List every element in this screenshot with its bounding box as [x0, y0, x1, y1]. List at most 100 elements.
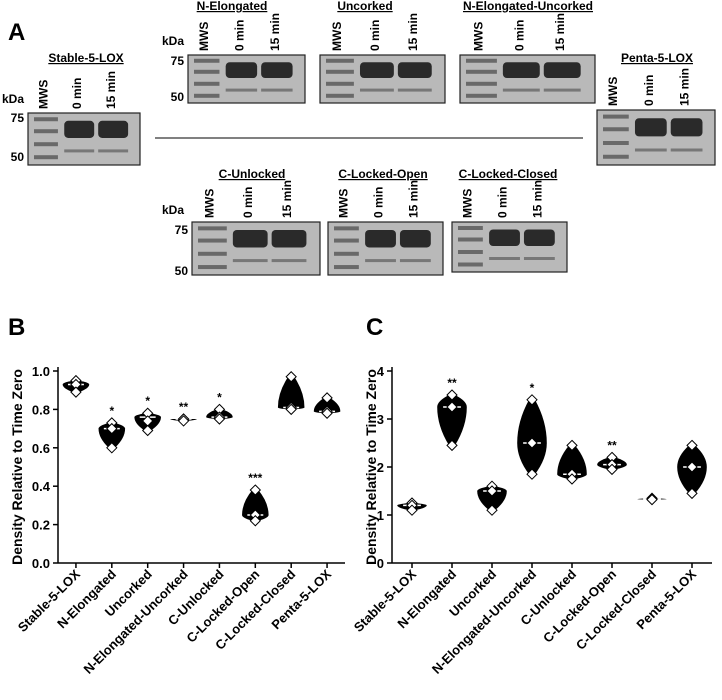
- data-point: [486, 485, 498, 497]
- data-point: [526, 394, 538, 406]
- protein-band: [523, 229, 555, 246]
- data-point: [566, 473, 578, 485]
- faint-band: [523, 257, 555, 260]
- lane-label: MWS: [330, 22, 344, 51]
- panel-label: B: [8, 314, 25, 341]
- y-tick-label: 1: [377, 508, 384, 523]
- ladder-band: [198, 226, 227, 231]
- y-tick-label: 0: [377, 556, 384, 571]
- lane-label: 0 min: [372, 187, 386, 218]
- marker-label: 75: [175, 223, 189, 237]
- ladder-band: [194, 93, 220, 98]
- ladder-band: [326, 69, 354, 74]
- y-tick-label: 0.8: [32, 402, 50, 417]
- y-tick-label: 4: [377, 364, 385, 379]
- ladder-band: [458, 226, 483, 230]
- faint-band: [502, 88, 540, 92]
- lane-label: 15 min: [678, 68, 692, 106]
- faint-band: [670, 148, 703, 152]
- lane-label: MWS: [337, 189, 351, 218]
- marker-label: 50: [11, 150, 25, 164]
- data-point: [606, 463, 618, 476]
- lane-label: 0 min: [642, 75, 656, 106]
- violin: [557, 445, 587, 479]
- ladder-band: [198, 251, 227, 256]
- ladder-band: [198, 238, 227, 243]
- data-point: [446, 389, 458, 401]
- panel-label: A: [8, 19, 25, 46]
- data-point: [213, 413, 226, 425]
- marker-label: 50: [171, 90, 185, 104]
- lane-label: 0 min: [232, 20, 246, 51]
- significance: **: [179, 400, 189, 414]
- data-point: [70, 386, 82, 398]
- lane-label: MWS: [36, 80, 50, 109]
- faint-band: [399, 259, 431, 263]
- ladder-band: [603, 127, 629, 132]
- faint-band: [365, 259, 396, 263]
- data-point: [106, 422, 118, 435]
- data-point: [566, 439, 578, 452]
- protein-band: [365, 229, 396, 248]
- protein-band: [98, 120, 129, 138]
- faint-band: [271, 259, 307, 263]
- gel-title: C-Locked-Closed: [459, 167, 558, 181]
- data-point: [177, 415, 190, 427]
- ladder-band: [326, 81, 354, 86]
- ladder-band: [603, 141, 629, 145]
- ladder-band: [466, 58, 497, 63]
- lane-label: 15 min: [530, 180, 544, 218]
- protein-band: [634, 118, 667, 137]
- ladder-band: [334, 265, 359, 270]
- kda-label: kDa: [162, 203, 184, 217]
- violin: [313, 397, 341, 414]
- lane-label: 0 min: [512, 20, 526, 51]
- ladder-band: [458, 250, 483, 254]
- ladder-band: [34, 129, 58, 134]
- significance: *: [530, 381, 535, 395]
- marker-label: 75: [11, 111, 25, 125]
- data-point: [321, 407, 333, 419]
- protein-band: [64, 120, 95, 138]
- y-tick-label: 2: [377, 460, 384, 475]
- protein-band: [232, 229, 268, 248]
- lane-label: 15 min: [268, 13, 282, 51]
- ladder-band: [466, 81, 497, 86]
- violin: [517, 399, 547, 475]
- lane-label: MWS: [197, 22, 211, 51]
- gel-title: Stable-5-LOX: [48, 51, 123, 65]
- lane-label: MWS: [202, 189, 216, 218]
- ladder-band: [458, 237, 483, 242]
- lane-label: 15 min: [104, 71, 118, 109]
- data-point: [406, 504, 418, 516]
- protein-band: [543, 62, 581, 79]
- y-tick-label: 0.4: [32, 479, 51, 494]
- ladder-band: [34, 155, 58, 160]
- kda-label: kDa: [2, 92, 24, 106]
- data-point: [686, 439, 698, 452]
- protein-band: [489, 229, 520, 246]
- data-point: [486, 504, 498, 516]
- faint-band: [543, 88, 581, 92]
- faint-band: [64, 149, 95, 153]
- protein-band: [261, 62, 293, 79]
- marker-label: 50: [175, 264, 189, 278]
- data-point: [686, 461, 698, 473]
- protein-band: [359, 62, 394, 79]
- lane-label: 15 min: [406, 180, 420, 218]
- ladder-band: [194, 69, 220, 74]
- data-point: [446, 439, 458, 452]
- ladder-band: [458, 262, 483, 267]
- data-point: [249, 484, 262, 496]
- faint-band: [225, 88, 258, 92]
- gel-title: Uncorked: [337, 0, 392, 13]
- data-point: [249, 515, 262, 527]
- gel-title: Penta-5-LOX: [621, 51, 693, 65]
- marker-label: 75: [171, 54, 185, 68]
- y-tick-label: 0.0: [32, 556, 50, 571]
- lane-label: 0 min: [368, 20, 382, 51]
- violin: [277, 376, 305, 410]
- kda-label: kDa: [162, 34, 184, 48]
- faint-band: [634, 148, 667, 152]
